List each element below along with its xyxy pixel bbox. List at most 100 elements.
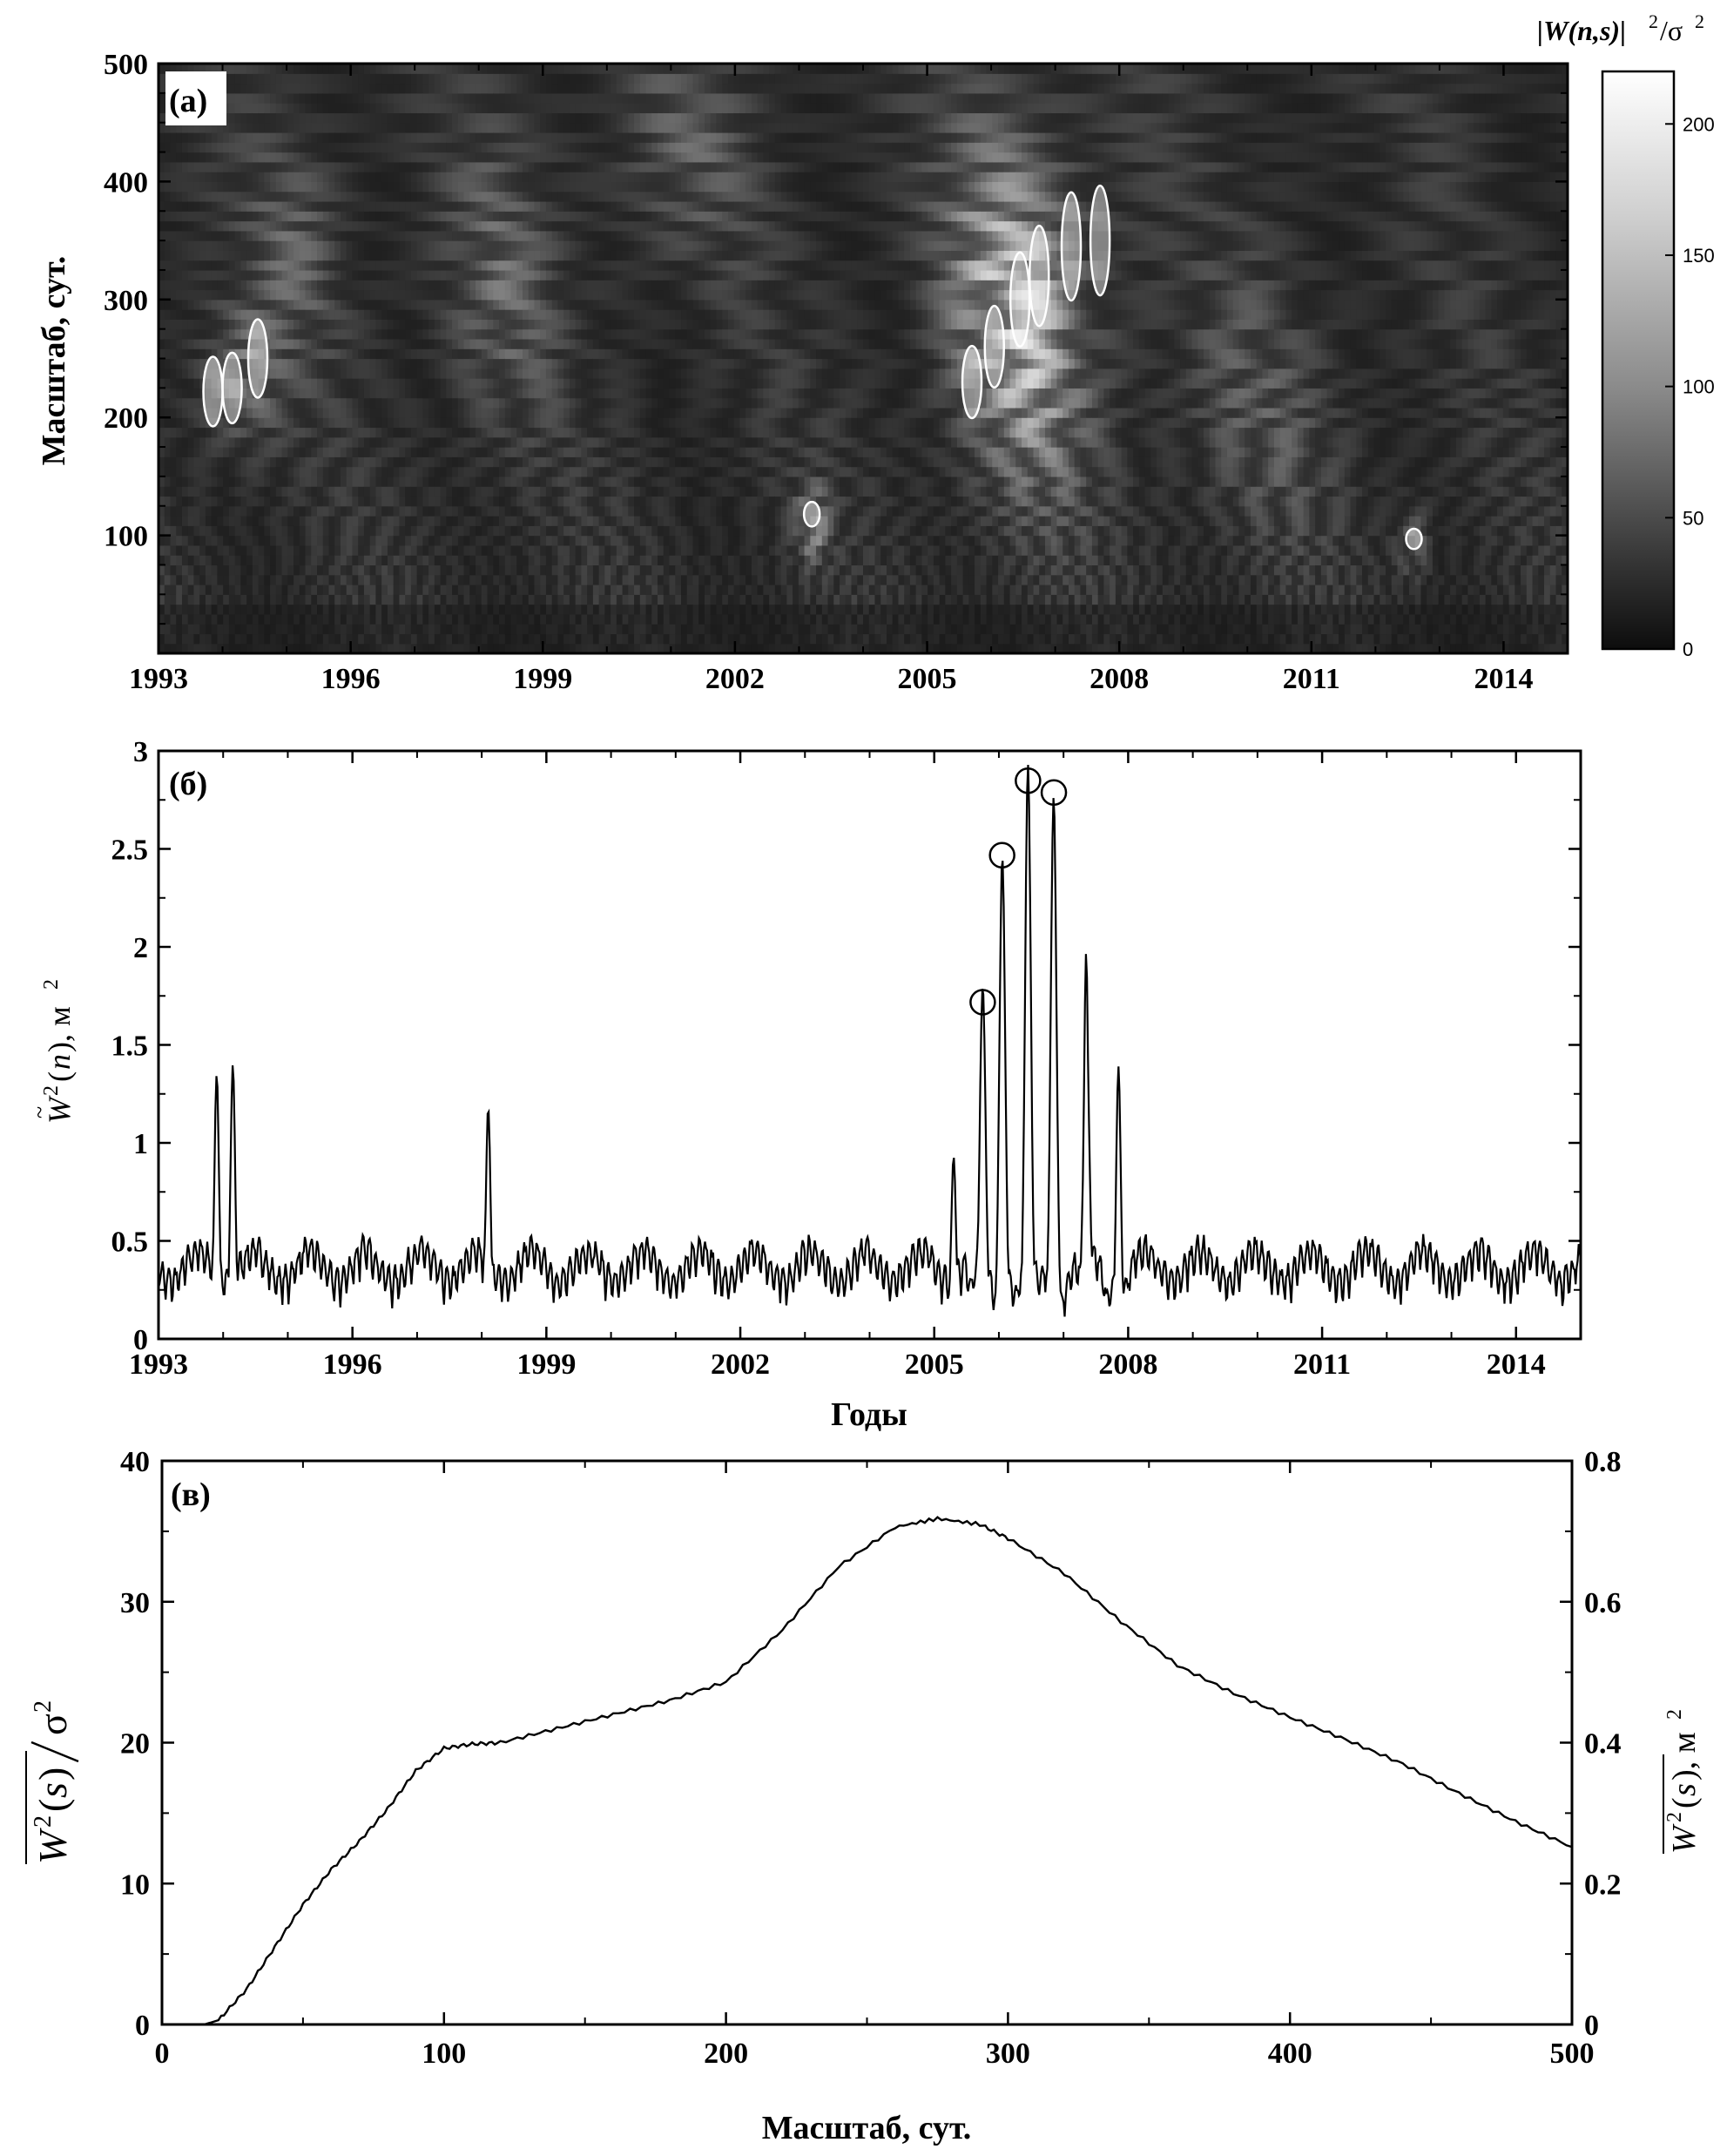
heatmap-cell: [317, 328, 324, 340]
heatmap-cell: [476, 289, 482, 301]
heatmap-cell: [287, 397, 294, 409]
heatmap-cell: [551, 220, 559, 232]
heatmap-cell: [246, 309, 253, 320]
heatmap-cell: [557, 269, 564, 280]
heatmap-cell: [416, 269, 423, 280]
heatmap-cell: [317, 191, 324, 202]
heatmap-cell: [393, 103, 401, 114]
heatmap-cell: [199, 328, 206, 340]
heatmap-cell: [381, 250, 388, 261]
heatmap-cell: [369, 397, 377, 409]
heatmap-cell: [205, 328, 213, 340]
heatmap-cell: [322, 574, 330, 585]
heatmap-cell: [287, 73, 294, 84]
heatmap-cell: [305, 289, 312, 301]
heatmap-cell: [611, 525, 617, 537]
heatmap-cell: [311, 368, 318, 379]
heatmap-cell: [499, 535, 506, 546]
heatmap-cell: [469, 181, 476, 193]
heatmap-cell: [540, 142, 547, 153]
heatmap-cell: [540, 112, 547, 124]
heatmap-cell: [457, 397, 465, 409]
heatmap-cell: [428, 161, 435, 172]
heatmap-cell: [228, 544, 236, 556]
heatmap-cell: [193, 417, 200, 429]
heatmap-cell: [476, 544, 482, 556]
heatmap-cell: [211, 142, 219, 153]
heatmap-cell: [205, 544, 213, 556]
heatmap-cell: [581, 240, 588, 251]
heatmap-cell: [393, 456, 401, 468]
heatmap-cell: [223, 152, 230, 163]
heatmap-cell: [205, 643, 213, 653]
heatmap-cell: [387, 505, 395, 517]
heatmap-cell: [352, 643, 359, 653]
heatmap-cell: [211, 643, 219, 653]
heatmap-cell: [193, 358, 200, 369]
heatmap-cell: [363, 309, 371, 320]
heatmap-cell: [551, 476, 559, 487]
heatmap-cell: [346, 447, 354, 457]
heatmap-cell: [358, 388, 365, 399]
heatmap-cell: [504, 436, 512, 448]
heatmap-cell: [240, 516, 247, 526]
heatmap-cell: [569, 289, 577, 301]
heatmap-cell: [510, 525, 517, 537]
heatmap-cell: [569, 358, 577, 369]
heatmap-cell: [240, 594, 247, 605]
heatmap-cell: [516, 83, 523, 94]
heatmap-cell: [440, 132, 447, 143]
heatmap-cell: [587, 525, 594, 537]
heatmap-cell: [405, 624, 412, 635]
heatmap-cell: [493, 555, 500, 566]
heatmap-cell: [275, 447, 283, 457]
heatmap-cell: [352, 397, 359, 409]
heatmap-cell: [340, 643, 347, 653]
heatmap-cell: [399, 280, 406, 291]
heatmap-cell: [622, 447, 629, 457]
heatmap-cell: [493, 172, 500, 182]
heatmap-cell: [299, 427, 307, 438]
heatmap-cell: [563, 427, 570, 438]
heatmap-cell: [205, 466, 213, 477]
heatmap-cell: [428, 240, 435, 251]
heatmap-cell: [281, 152, 288, 163]
heatmap-cell: [275, 181, 283, 193]
heatmap-cell: [557, 378, 564, 389]
heatmap-cell: [434, 358, 442, 369]
heatmap-cell: [346, 92, 354, 104]
heatmap-cell: [587, 260, 594, 271]
heatmap-cell: [205, 427, 213, 438]
heatmap-cell: [499, 289, 506, 301]
heatmap-cell: [563, 633, 570, 645]
heatmap-cell: [616, 309, 624, 320]
heatmap-cell: [252, 73, 260, 84]
heatmap-cell: [575, 92, 582, 104]
heatmap-cell: [440, 613, 447, 625]
heatmap-cell: [252, 604, 260, 615]
heatmap-cell: [211, 624, 219, 635]
heatmap-cell: [510, 132, 517, 143]
heatmap-cell: [164, 200, 172, 212]
heatmap-cell: [176, 544, 183, 556]
heatmap-cell: [598, 230, 605, 241]
heatmap-cell: [452, 112, 459, 124]
heatmap-cell: [334, 378, 341, 389]
heatmap-cell: [469, 466, 476, 477]
heatmap-cell: [164, 269, 172, 280]
heatmap-cell: [611, 122, 617, 133]
heatmap-cell: [504, 496, 512, 507]
heatmap-cell: [334, 574, 341, 585]
heatmap-cell: [159, 132, 165, 143]
heatmap-cell: [592, 633, 600, 645]
heatmap-cell: [598, 574, 605, 585]
heatmap-cell: [569, 92, 577, 104]
heatmap-cell: [569, 73, 577, 84]
heatmap-cell: [516, 368, 523, 379]
heatmap-cell: [399, 516, 406, 526]
heatmap-cell: [581, 564, 588, 576]
heatmap-cell: [193, 585, 200, 595]
heatmap-cell: [252, 260, 260, 271]
heatmap-cell: [246, 358, 253, 369]
heatmap-cell: [264, 319, 271, 330]
